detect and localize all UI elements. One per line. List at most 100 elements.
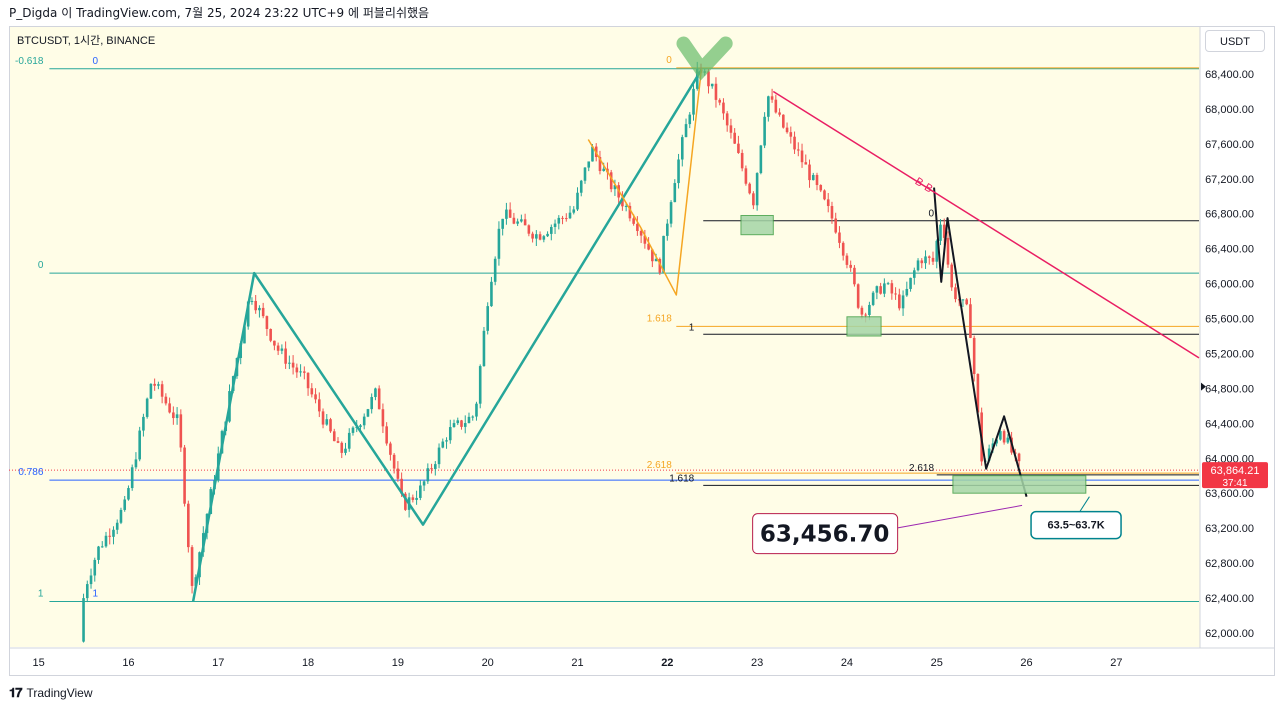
candle-body	[160, 384, 164, 397]
candle-body	[823, 190, 826, 200]
candle-body	[344, 448, 347, 453]
checkmark-icon	[676, 36, 733, 81]
candle-body	[441, 441, 445, 448]
target-zone	[952, 475, 1087, 494]
candle-body	[841, 242, 845, 256]
fib-black-label: 0	[928, 209, 934, 220]
candle-body	[527, 225, 531, 234]
candle-body	[493, 258, 497, 282]
candle-body	[767, 96, 770, 117]
candle-body	[254, 300, 257, 311]
target-zone-callout	[1030, 510, 1122, 540]
candle-body	[1017, 453, 1021, 462]
y-tick-label: 66,400.00	[1205, 244, 1254, 256]
candle-body	[497, 228, 501, 259]
candle-body	[175, 414, 179, 419]
candle-body	[942, 224, 946, 238]
fib-black-label: 2.618	[909, 463, 934, 474]
candle-body	[796, 149, 800, 151]
candle-body	[752, 193, 755, 206]
x-tick-label: 22	[661, 657, 673, 669]
candle-body	[782, 114, 785, 128]
candle-body	[737, 143, 740, 153]
candle-body	[860, 307, 864, 315]
x-tick-label: 24	[841, 657, 853, 669]
x-tick-label: 25	[931, 657, 943, 669]
candle-body	[793, 136, 796, 150]
candle-body	[512, 217, 516, 224]
currency-unit-button[interactable]: USDT	[1205, 30, 1265, 52]
fib-black-label: 1	[689, 322, 695, 333]
plot-area[interactable]	[10, 27, 1200, 647]
candle-body	[692, 88, 695, 115]
candle-body	[434, 464, 437, 470]
candle-body	[834, 218, 838, 233]
candle-body	[894, 293, 897, 295]
candle-body	[733, 132, 736, 144]
candle-body	[845, 255, 849, 265]
y-tick-label: 67,200.00	[1205, 174, 1254, 186]
candle-body	[426, 468, 430, 482]
candle-body	[976, 374, 980, 413]
candle-body	[662, 235, 665, 273]
candle-body	[819, 185, 823, 191]
target-price-text: 63,456.70	[760, 522, 890, 548]
candle-body	[868, 304, 871, 315]
candle-body	[811, 174, 815, 181]
tradingview-logo-icon: 𝟏𝟕	[9, 685, 23, 700]
candle-body	[336, 441, 340, 443]
candle-body	[100, 546, 104, 548]
candle-body	[621, 197, 624, 207]
candle-body	[516, 221, 519, 224]
candle-body	[624, 205, 628, 207]
candle-body	[950, 264, 954, 288]
candle-body	[939, 224, 942, 241]
candle-body	[901, 295, 905, 309]
candle-body	[246, 301, 250, 327]
x-tick-label: 27	[1110, 657, 1122, 669]
bb-trendline	[772, 90, 1200, 359]
candle-body	[284, 348, 287, 364]
candle-body	[190, 547, 194, 586]
candle-body	[467, 416, 471, 424]
y-tick-label: 63,600.00	[1205, 488, 1254, 500]
candle-body	[108, 535, 112, 537]
candle-body	[991, 443, 995, 449]
y-tick-label: 68,000.00	[1205, 104, 1254, 116]
black-projection-pattern	[933, 187, 1028, 497]
candle-body	[598, 157, 602, 172]
candle-body	[179, 414, 183, 448]
x-tick-label: 15	[33, 657, 45, 669]
candle-body	[138, 430, 141, 460]
candle-body	[875, 286, 879, 293]
candle-body	[153, 383, 156, 386]
candle-body	[785, 127, 789, 133]
candle-body	[669, 202, 673, 224]
y-tick-label: 63,200.00	[1205, 523, 1254, 535]
candle-body	[452, 423, 456, 428]
candle-body	[961, 299, 965, 301]
candle-body	[995, 439, 998, 444]
candle-body	[778, 112, 781, 115]
candle-body	[987, 448, 991, 461]
price-callout-pointer	[896, 504, 1023, 529]
candle-body	[145, 398, 149, 417]
candle-body	[508, 209, 512, 218]
x-tick-label: 17	[212, 657, 224, 669]
candle-body	[340, 442, 344, 453]
candle-body	[905, 288, 909, 296]
candle-body	[636, 223, 639, 232]
y-tick-label: 67,600.00	[1205, 139, 1254, 151]
candle-body	[351, 427, 355, 433]
y-tick-label: 65,600.00	[1205, 314, 1254, 326]
x-tick-label: 16	[122, 657, 134, 669]
publish-header: P_Digda 이 TradingView.com, 7월 25, 2024 2…	[9, 6, 430, 20]
y-tick-label: 62,000.00	[1205, 628, 1254, 640]
candle-body	[269, 328, 272, 341]
candle-body	[291, 362, 295, 368]
candle-body	[157, 384, 160, 386]
target-price-callout	[752, 513, 899, 555]
footer-brand: 𝟏𝟕 TradingView	[9, 684, 93, 702]
candle-body	[456, 420, 460, 424]
